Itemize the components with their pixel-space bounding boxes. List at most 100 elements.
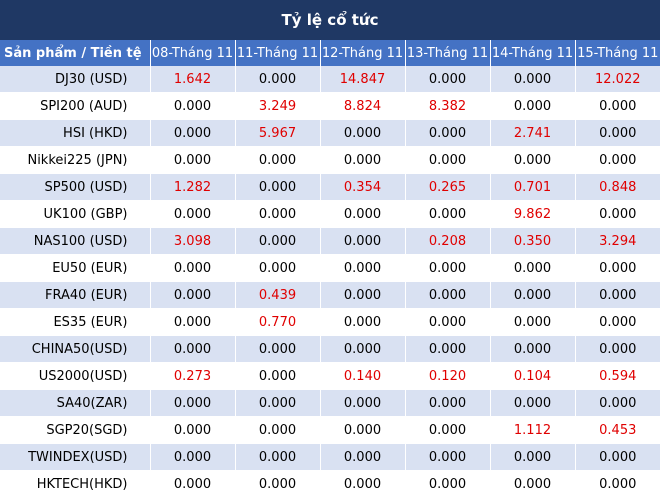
dividend-value-cell: 0.000 bbox=[405, 470, 491, 498]
dividend-value-cell: 0.000 bbox=[575, 443, 660, 471]
dividend-value-cell: 0.000 bbox=[490, 389, 576, 417]
product-name-cell: FRA40 (EUR) bbox=[0, 281, 151, 309]
table-row: DJ30 (USD) 1.642 0.000 14.847 0.000 0.000 12.0… bbox=[0, 66, 660, 93]
dividend-value-cell: 0.000 bbox=[575, 389, 660, 417]
dividend-value-cell: 0.000 bbox=[150, 416, 236, 444]
dividend-value-cell: 0.000 bbox=[235, 443, 321, 471]
dividend-value-cell: 3.294 bbox=[575, 227, 660, 255]
dividend-value-cell: 0.000 bbox=[405, 200, 491, 228]
table-row: NAS100 (USD) 3.098 0.000 0.000 0.208 0.350 3.2… bbox=[0, 227, 660, 255]
dividend-value-cell: 0.000 bbox=[320, 227, 406, 255]
dividend-value-cell: 0.000 bbox=[490, 146, 576, 174]
dividend-value-cell: 0.000 bbox=[405, 416, 491, 444]
dividend-value-cell: 0.000 bbox=[490, 281, 576, 309]
product-name-cell: SA40(ZAR) bbox=[0, 389, 151, 417]
table-row: SGP20(SGD) 0.000 0.000 0.000 0.000 1.112 0.453 bbox=[0, 416, 660, 444]
dividend-value-cell: 0.000 bbox=[575, 308, 660, 336]
product-name-cell: HSI (HKD) bbox=[0, 119, 151, 147]
column-header-product: Sản phẩm / Tiền tệ bbox=[0, 40, 151, 66]
dividend-value-cell: 0.000 bbox=[405, 443, 491, 471]
product-name-cell: Nikkei225 (JPN) bbox=[0, 146, 151, 174]
dividend-value-cell: 0.000 bbox=[235, 335, 321, 363]
dividend-value-cell: 0.000 bbox=[150, 92, 236, 120]
dividend-value-cell: 0.000 bbox=[150, 200, 236, 228]
dividend-value-cell: 0.000 bbox=[235, 362, 321, 390]
product-name-cell: SGP20(SGD) bbox=[0, 416, 151, 444]
dividend-value-cell: 0.265 bbox=[405, 173, 491, 201]
dividend-value-cell: 8.824 bbox=[320, 92, 406, 120]
table-body: DJ30 (USD) 1.642 0.000 14.847 0.000 0.000 12.0… bbox=[0, 66, 660, 498]
dividend-value-cell: 0.000 bbox=[575, 335, 660, 363]
dividend-value-cell: 0.354 bbox=[320, 173, 406, 201]
dividend-value-cell: 0.000 bbox=[320, 254, 406, 282]
dividend-value-cell: 14.847 bbox=[320, 66, 406, 93]
dividend-value-cell: 9.862 bbox=[490, 200, 576, 228]
table-row: HKTECH(HKD) 0.000 0.000 0.000 0.000 0.000 0.00… bbox=[0, 470, 660, 498]
dividend-value-cell: 0.140 bbox=[320, 362, 406, 390]
dividend-value-cell: 0.000 bbox=[235, 254, 321, 282]
dividend-value-cell: 0.000 bbox=[150, 308, 236, 336]
table-row: Nikkei225 (JPN) 0.000 0.000 0.000 0.000 0.000… bbox=[0, 146, 660, 174]
table-row: CHINA50(USD) 0.000 0.000 0.000 0.000 0.000 0.0… bbox=[0, 335, 660, 363]
dividend-value-cell: 3.249 bbox=[235, 92, 321, 120]
table-row: ES35 (EUR) 0.000 0.770 0.000 0.000 0.000 0.000 bbox=[0, 308, 660, 336]
product-name-cell: UK100 (GBP) bbox=[0, 200, 151, 228]
table-row: US2000(USD) 0.273 0.000 0.140 0.120 0.104 0.59… bbox=[0, 362, 660, 390]
dividend-value-cell: 0.104 bbox=[490, 362, 576, 390]
column-header-date: 08-Tháng 11 bbox=[150, 40, 236, 66]
dividend-value-cell: 0.000 bbox=[405, 146, 491, 174]
dividend-value-cell: 0.000 bbox=[235, 389, 321, 417]
product-name-cell: NAS100 (USD) bbox=[0, 227, 151, 255]
dividend-value-cell: 0.000 bbox=[150, 281, 236, 309]
dividend-value-cell: 0.000 bbox=[405, 308, 491, 336]
table-row: EU50 (EUR) 0.000 0.000 0.000 0.000 0.000 0.000 bbox=[0, 254, 660, 282]
dividend-value-cell: 0.000 bbox=[320, 335, 406, 363]
product-name-cell: SPI200 (AUD) bbox=[0, 92, 151, 120]
dividend-value-cell: 0.439 bbox=[235, 281, 321, 309]
table-row: TWINDEX(USD) 0.000 0.000 0.000 0.000 0.000 0.0… bbox=[0, 443, 660, 471]
dividend-value-cell: 0.000 bbox=[320, 119, 406, 147]
dividend-value-cell: 0.000 bbox=[235, 227, 321, 255]
dividend-value-cell: 0.000 bbox=[320, 443, 406, 471]
dividend-value-cell: 0.000 bbox=[490, 254, 576, 282]
table-row: UK100 (GBP) 0.000 0.000 0.000 0.000 9.862 0.00… bbox=[0, 200, 660, 228]
dividend-value-cell: 0.000 bbox=[150, 470, 236, 498]
dividend-value-cell: 0.000 bbox=[320, 200, 406, 228]
dividend-value-cell: 0.000 bbox=[235, 416, 321, 444]
dividend-value-cell: 0.120 bbox=[405, 362, 491, 390]
table-row: SA40(ZAR) 0.000 0.000 0.000 0.000 0.000 0.000 bbox=[0, 389, 660, 417]
dividend-value-cell: 0.000 bbox=[575, 281, 660, 309]
product-name-cell: SP500 (USD) bbox=[0, 173, 151, 201]
dividend-value-cell: 0.000 bbox=[490, 308, 576, 336]
dividend-value-cell: 0.000 bbox=[405, 66, 491, 93]
dividend-value-cell: 0.000 bbox=[405, 389, 491, 417]
dividend-table: Sản phẩm / Tiền tệ 08-Tháng 11 11-Tháng … bbox=[0, 40, 660, 498]
product-name-cell: TWINDEX(USD) bbox=[0, 443, 151, 471]
dividend-value-cell: 0.000 bbox=[490, 470, 576, 498]
dividend-value-cell: 0.594 bbox=[575, 362, 660, 390]
column-header-date: 13-Tháng 11 bbox=[405, 40, 491, 66]
dividend-value-cell: 0.000 bbox=[150, 146, 236, 174]
product-name-cell: HKTECH(HKD) bbox=[0, 470, 151, 498]
dividend-value-cell: 0.000 bbox=[490, 335, 576, 363]
dividend-value-cell: 0.000 bbox=[235, 200, 321, 228]
dividend-value-cell: 0.000 bbox=[405, 281, 491, 309]
dividend-value-cell: 0.000 bbox=[150, 389, 236, 417]
dividend-value-cell: 0.000 bbox=[320, 308, 406, 336]
dividend-value-cell: 0.273 bbox=[150, 362, 236, 390]
dividend-value-cell: 3.098 bbox=[150, 227, 236, 255]
dividend-value-cell: 0.000 bbox=[150, 254, 236, 282]
dividend-value-cell: 12.022 bbox=[575, 66, 660, 93]
product-name-cell: DJ30 (USD) bbox=[0, 66, 151, 93]
dividend-value-cell: 0.350 bbox=[490, 227, 576, 255]
dividend-value-cell: 5.967 bbox=[235, 119, 321, 147]
column-header-date: 11-Tháng 11 bbox=[235, 40, 321, 66]
dividend-value-cell: 1.282 bbox=[150, 173, 236, 201]
dividend-value-cell: 0.000 bbox=[575, 254, 660, 282]
dividend-value-cell: 2.741 bbox=[490, 119, 576, 147]
dividend-value-cell: 0.000 bbox=[320, 416, 406, 444]
dividend-value-cell: 1.642 bbox=[150, 66, 236, 93]
dividend-value-cell: 0.770 bbox=[235, 308, 321, 336]
table-row: SP500 (USD) 1.282 0.000 0.354 0.265 0.701 0.84… bbox=[0, 173, 660, 201]
